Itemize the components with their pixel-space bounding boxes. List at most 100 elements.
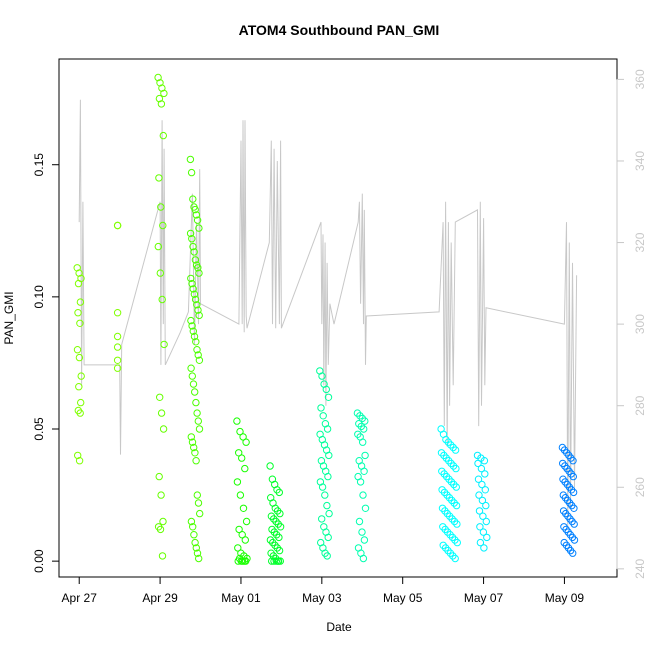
y-tick-label: 0.00 [32, 549, 46, 573]
data-point [271, 541, 279, 549]
y2-tick-label: 300 [633, 314, 647, 334]
data-point [569, 549, 577, 557]
data-point [76, 298, 85, 306]
data-point [191, 388, 199, 396]
data-point [451, 536, 459, 544]
data-point [325, 509, 333, 518]
data-point [319, 412, 327, 420]
data-point [160, 340, 168, 349]
data-point [189, 195, 197, 203]
data-point [159, 425, 168, 433]
data-point [154, 73, 162, 82]
data-point [75, 353, 84, 362]
data-point [274, 557, 283, 565]
data-point [159, 221, 167, 230]
x-axis-label: Date [326, 620, 352, 634]
data-point [355, 517, 364, 526]
data-point [324, 393, 333, 401]
x-tick-label: Apr 27 [62, 591, 98, 605]
data-point [452, 501, 461, 510]
data-point [442, 454, 450, 462]
data-point [113, 356, 122, 364]
data-point [451, 446, 460, 454]
data-point [318, 483, 327, 491]
data-point [323, 552, 331, 560]
y-tick-label: 0.05 [32, 417, 46, 441]
data-point [447, 478, 456, 486]
data-point [233, 478, 242, 486]
data-point [241, 464, 249, 473]
data-point [444, 546, 452, 555]
data-point [74, 451, 82, 460]
data-point [188, 438, 197, 446]
data-point [483, 533, 491, 542]
x-tick-label: Apr 29 [142, 591, 178, 605]
data-point [266, 536, 275, 544]
data-point [236, 427, 244, 436]
data-point [187, 168, 196, 177]
data-point [323, 501, 331, 510]
x-tick-label: May 07 [464, 591, 504, 605]
data-point [570, 520, 578, 528]
data-point [74, 279, 83, 288]
data-point [478, 480, 486, 489]
y2-tick-label: 260 [633, 477, 647, 497]
data-point [449, 443, 457, 452]
data-point [360, 467, 368, 475]
data-point [450, 499, 458, 507]
data-point [453, 538, 461, 547]
data-point [238, 454, 246, 462]
data-point [157, 203, 165, 211]
data-point [452, 464, 460, 473]
y2-tick-label: 360 [633, 69, 647, 89]
data-point [193, 346, 201, 354]
data-point [189, 523, 197, 531]
data-point [266, 462, 274, 470]
data-point [482, 501, 490, 510]
data-point [361, 504, 370, 512]
data-point [270, 515, 278, 523]
data-point [76, 319, 84, 327]
data-point [191, 205, 199, 214]
data-point [272, 517, 280, 526]
data-point [193, 216, 202, 224]
y-tick-label: 0.15 [32, 153, 46, 177]
data-point [192, 211, 201, 219]
data-point [190, 531, 198, 539]
data-point [358, 528, 366, 536]
secondary-series-line [78, 99, 578, 529]
data-point [156, 269, 165, 277]
x-tick-label: May 01 [221, 591, 261, 605]
data-point [188, 322, 196, 330]
y2-tick-label: 280 [633, 395, 647, 415]
data-point [73, 346, 82, 354]
data-point [241, 536, 250, 544]
data-point [74, 309, 82, 317]
data-point [479, 528, 488, 536]
data-point [480, 544, 488, 552]
data-point [234, 544, 242, 552]
data-point [236, 491, 245, 499]
data-point [190, 248, 198, 256]
data-point [158, 552, 167, 560]
data-point [275, 533, 283, 542]
data-point [480, 457, 489, 465]
data-point [271, 504, 279, 512]
data-point [189, 380, 198, 388]
data-point [154, 242, 163, 251]
data-point [450, 517, 459, 526]
data-point [359, 554, 368, 563]
data-point [451, 554, 459, 563]
data-point [268, 557, 276, 565]
data-point [354, 430, 362, 438]
data-point [195, 554, 203, 563]
x-tick-label: May 05 [383, 591, 423, 605]
data-point [359, 491, 367, 499]
data-point [190, 290, 199, 298]
data-point [438, 467, 446, 475]
data-point [318, 372, 326, 380]
data-point [77, 398, 85, 407]
data-point [325, 451, 333, 460]
scatter-layer [73, 73, 579, 565]
data-point [357, 422, 365, 431]
